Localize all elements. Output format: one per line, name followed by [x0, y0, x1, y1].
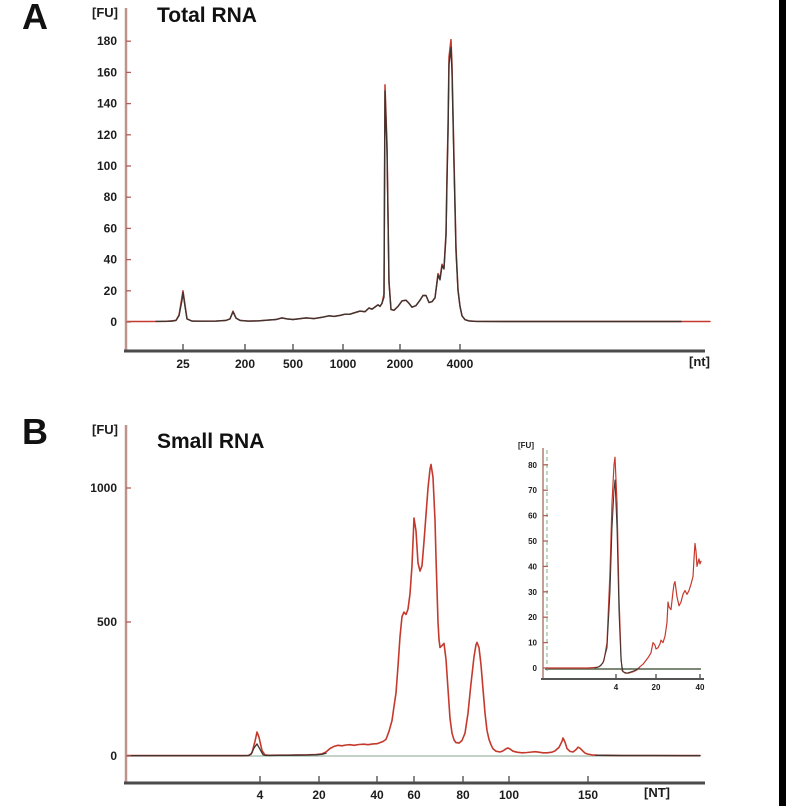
panel-a-letter: A: [22, 0, 49, 37]
panel_a-trace-1: [155, 46, 682, 323]
panel_b_inset-trace-0: [545, 456, 702, 674]
panel-b-x-unit-label: [NT]: [644, 785, 670, 800]
panel_a-y-tick-label: 80: [104, 190, 118, 204]
panel_b-x-tick-label: 20: [312, 788, 326, 802]
panel-b-inset-y-unit-label: [FU]: [518, 441, 534, 450]
panel_b_inset-y-tick-label: 30: [528, 588, 537, 597]
panel-b-title: Small RNA: [157, 430, 265, 453]
panel_a-x-tick-label: 1000: [330, 357, 357, 371]
panel_b_inset-y-tick-label: 50: [528, 537, 537, 546]
panel_b-x-tick-label: 100: [499, 788, 519, 802]
panel_b-x-tick-label: 40: [370, 788, 384, 802]
panel_a-y-tick-label: 120: [97, 128, 117, 142]
panel_b-x-tick-label: 150: [578, 788, 598, 802]
panel_b-y-tick-label: 500: [97, 615, 117, 629]
panel_a-y-tick-label: 100: [97, 159, 117, 173]
panel_b_inset-y-tick-label: 70: [528, 486, 537, 495]
panel_a-x-tick-label: 25: [176, 357, 190, 371]
panel_a-trace-0: [125, 38, 711, 323]
panel_b_inset-y-tick-label: 60: [528, 512, 537, 521]
panel-b-letter: B: [22, 411, 49, 452]
panel_b_inset-x-tick-label: 20: [652, 683, 661, 692]
panel_b-trace-0: [125, 463, 701, 757]
panel-a-title: Total RNA: [157, 4, 257, 27]
panel_a-y-tick-label: 20: [104, 284, 118, 298]
panel_a-y-tick-label: 180: [97, 34, 117, 48]
panel_a-y-tick-label: 40: [104, 253, 118, 267]
panel_a-y-tick-label: 0: [110, 315, 117, 329]
panel_b_inset-y-tick-label: 10: [528, 639, 537, 648]
panel_a-x-tick-label: 4000: [447, 357, 474, 371]
panel_b-y-tick-label: 1000: [90, 481, 117, 495]
panel_a-x-tick-label: 500: [283, 357, 303, 371]
panel_b_inset-trace-1: [594, 479, 640, 674]
panel_a-y-tick-label: 160: [97, 65, 117, 79]
panel_b-y-tick-label: 0: [110, 749, 117, 763]
scan-edge-strip: [779, 0, 786, 806]
panel_a-x-tick-label: 200: [235, 357, 255, 371]
panel-b-y-unit-label: [FU]: [92, 422, 118, 437]
panel_b-x-tick-label: 60: [407, 788, 421, 802]
panel_b-x-tick-label: 4: [257, 788, 264, 802]
panel_a-x-tick-label: 2000: [387, 357, 414, 371]
panel_a-y-tick-label: 140: [97, 97, 117, 111]
panel_b_inset-y-tick-label: 40: [528, 562, 537, 571]
panel_b-x-tick-label: 80: [456, 788, 470, 802]
panel_b_inset-y-tick-label: 80: [528, 461, 537, 470]
panel_b_inset-x-tick-label: 40: [696, 683, 705, 692]
panel_b_inset-y-tick-label: 20: [528, 613, 537, 622]
panel_b-trace-1: [125, 743, 327, 757]
panel-a-x-unit-label: [nt]: [689, 354, 710, 369]
panel_a-y-tick-label: 60: [104, 221, 118, 235]
panel-a-y-unit-label: [FU]: [92, 5, 118, 20]
panel_b_inset-x-tick-label: 4: [614, 683, 619, 692]
panel_b_inset-y-tick-label: 0: [533, 664, 538, 673]
